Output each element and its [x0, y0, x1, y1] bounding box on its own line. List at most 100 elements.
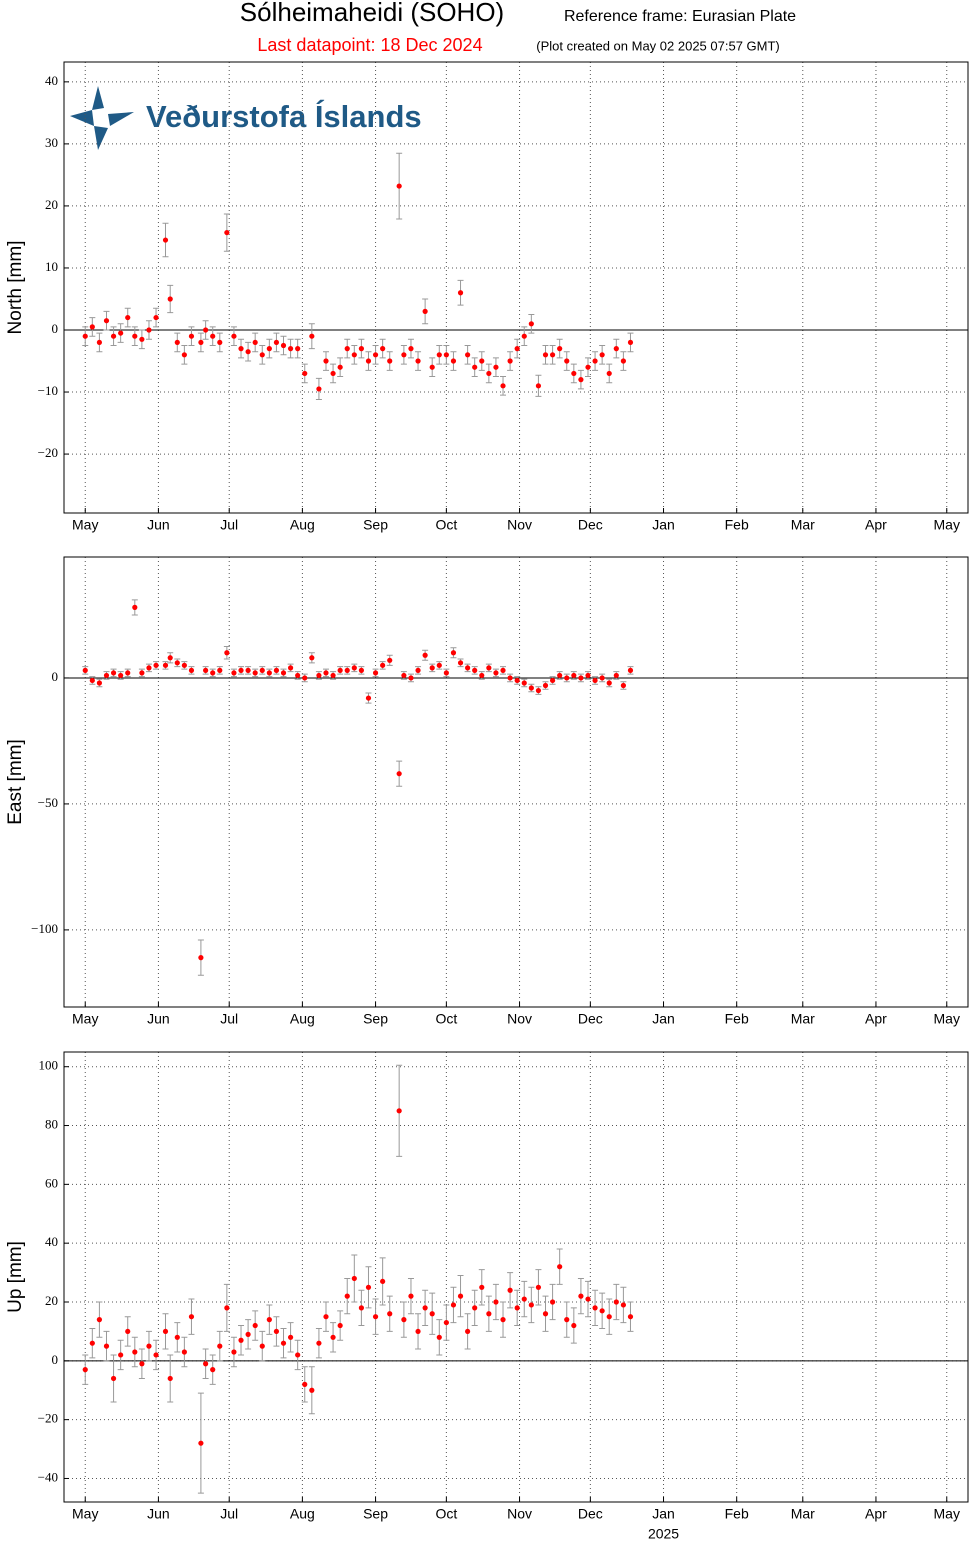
x-tick-label: Jan [652, 1506, 675, 1522]
data-point [521, 333, 527, 339]
data-point [479, 1284, 485, 1290]
data-point [557, 346, 563, 352]
x-tick-label: Jul [220, 1506, 238, 1522]
data-point [198, 1440, 204, 1446]
data-point [372, 1314, 379, 1320]
data-point [259, 1343, 265, 1349]
data-point [167, 296, 173, 302]
data-point [542, 352, 549, 358]
data-point [82, 333, 88, 339]
data-point [380, 346, 386, 352]
data-point [217, 667, 223, 673]
data-point [153, 1352, 159, 1358]
data-point [465, 1328, 471, 1335]
data-point [613, 1299, 619, 1305]
data-point [287, 665, 294, 671]
x-tick-label: Oct [435, 517, 457, 533]
data-point [273, 339, 280, 346]
data-point [238, 1337, 244, 1343]
data-point [167, 1375, 173, 1382]
data-point [323, 670, 329, 676]
plot-frame [63, 556, 969, 1008]
data-point [528, 685, 534, 691]
data-point [273, 1328, 280, 1335]
x-tick-label: Aug [290, 1506, 315, 1522]
data-point [302, 370, 308, 377]
title: Sólheimaheidi (SOHO) [240, 0, 504, 27]
data-point [592, 1305, 598, 1311]
y-tick-label: −20 [38, 1411, 58, 1426]
data-point [606, 1314, 612, 1320]
data-point [316, 386, 322, 392]
data-point [174, 339, 180, 346]
data-point [372, 670, 379, 676]
data-point [231, 670, 237, 676]
data-point [422, 1305, 428, 1311]
x-tick-label: May [934, 1506, 960, 1522]
data-point [153, 314, 159, 321]
series [82, 152, 634, 400]
data-point [252, 339, 258, 346]
data-point [450, 1302, 457, 1308]
data-point [486, 1311, 492, 1317]
data-point [535, 383, 542, 389]
data-point [422, 652, 428, 658]
reference-frame: Reference frame: Eurasian Plate [564, 8, 796, 25]
data-point [472, 1305, 478, 1311]
x-tick-label: Aug [290, 517, 315, 533]
x-tick-label: Sep [363, 1506, 388, 1522]
data-point [564, 675, 570, 681]
x-tick-label: Sep [363, 1011, 388, 1027]
data-point [139, 1361, 145, 1367]
data-point [280, 342, 287, 349]
data-point [408, 675, 414, 681]
data-point [337, 667, 343, 673]
data-point [139, 670, 145, 676]
data-point [162, 1328, 169, 1335]
data-point [139, 336, 145, 342]
y-tick-label: −20 [38, 445, 58, 460]
x-tick-label: Feb [725, 517, 749, 533]
data-point [493, 670, 499, 676]
data-point [238, 667, 244, 673]
x-tick-label: May [934, 1011, 960, 1027]
data-point [118, 672, 124, 679]
data-point [344, 1293, 350, 1299]
series [82, 599, 634, 976]
data-point [396, 183, 402, 189]
data-point [351, 352, 357, 358]
data-point [295, 346, 301, 352]
data-point [103, 318, 110, 324]
data-point [479, 358, 485, 364]
x-tick-label: Feb [725, 1011, 749, 1027]
data-point [514, 1305, 520, 1311]
data-point [188, 1314, 195, 1320]
plot-frame [63, 1051, 969, 1503]
x-tick-label: Dec [578, 1011, 603, 1027]
x-tick-label: Dec [578, 517, 603, 533]
y-tick-label: −100 [31, 921, 58, 936]
data-point [245, 667, 251, 673]
y-axis-label: East [mm] [5, 739, 26, 825]
y-tick-label: 0 [52, 321, 59, 336]
data-point [266, 670, 272, 676]
y-tick-label: 40 [45, 73, 58, 88]
data-point [443, 670, 449, 676]
logo-text: Veðurstofa Íslands [146, 99, 422, 134]
data-point [217, 339, 223, 346]
data-point [627, 1314, 634, 1320]
data-point [500, 383, 506, 389]
year-label: 2025 [648, 1526, 679, 1542]
data-point [153, 662, 159, 668]
x-tick-label: Apr [865, 1011, 887, 1027]
data-point [287, 1334, 294, 1340]
x-tick-label: May [72, 1011, 98, 1027]
data-point [613, 346, 619, 352]
data-point [224, 1305, 230, 1311]
data-point [465, 352, 471, 358]
data-point [606, 680, 612, 686]
data-point [266, 346, 272, 352]
data-point [443, 352, 449, 358]
data-point [592, 358, 598, 364]
data-point [535, 687, 542, 694]
